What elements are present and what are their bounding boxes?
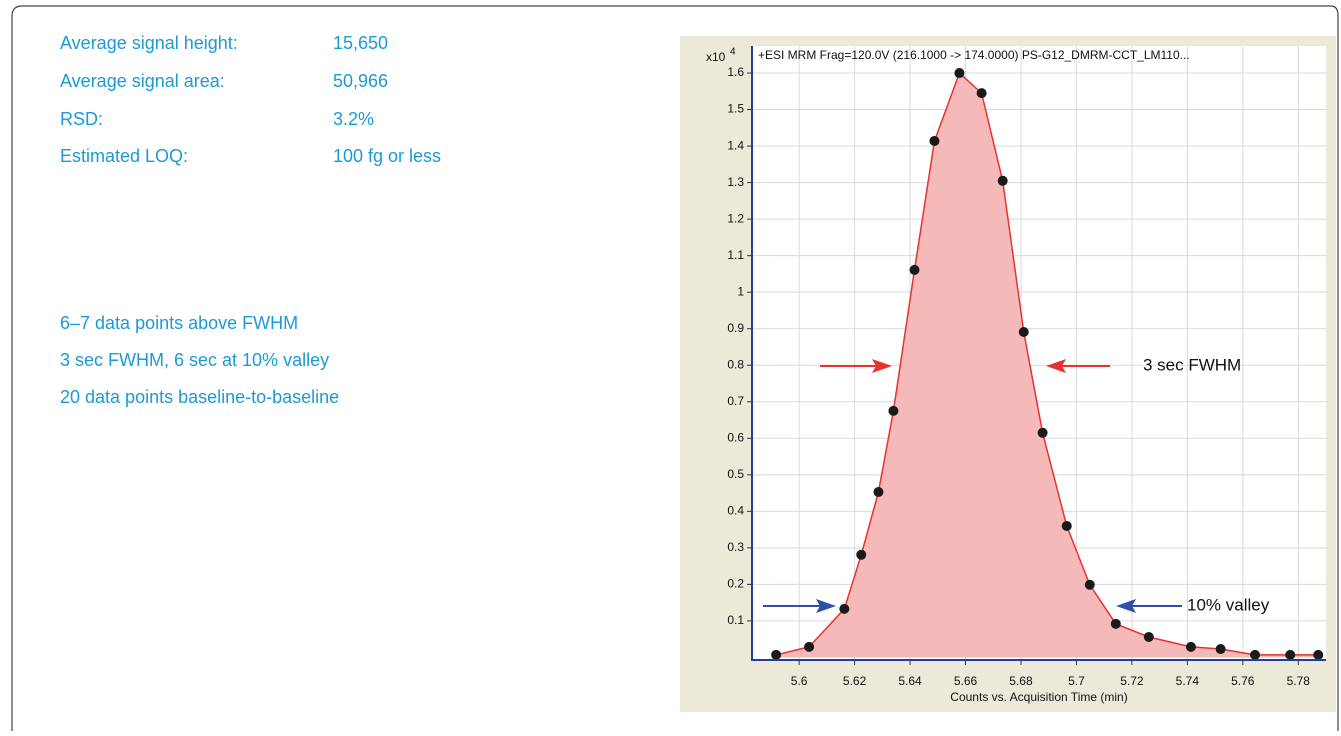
y-tick-label: 0.7 xyxy=(727,394,744,408)
note: 6–7 data points above FWHM xyxy=(60,313,298,333)
stat-label: Average signal area: xyxy=(60,71,225,91)
data-point xyxy=(873,486,884,497)
data-point xyxy=(997,175,1008,186)
data-point xyxy=(1313,649,1324,660)
stat-label: RSD: xyxy=(60,109,103,129)
stats: Average signal height: 15,650 Average si… xyxy=(60,33,441,407)
data-point xyxy=(1084,579,1095,590)
data-point xyxy=(976,88,987,99)
data-point xyxy=(839,603,850,614)
stat-value: 50,966 xyxy=(333,71,388,91)
y-tick-label: 0.2 xyxy=(727,577,744,591)
stat-value: 3.2% xyxy=(333,109,374,129)
data-point xyxy=(954,68,965,79)
annotation-arrows xyxy=(763,359,1182,613)
x-tick-label: 5.7 xyxy=(1068,674,1085,688)
x-tick-label: 5.78 xyxy=(1287,674,1311,688)
x-tick-label: 5.68 xyxy=(1009,674,1033,688)
data-point xyxy=(1018,326,1029,337)
y-tick-label: 1.5 xyxy=(727,102,744,116)
x-tick-label: 5.6 xyxy=(791,674,808,688)
x-tick-label: 5.66 xyxy=(954,674,978,688)
data-point xyxy=(771,649,782,660)
stat-label: Estimated LOQ: xyxy=(60,146,188,166)
area xyxy=(776,73,1319,658)
line xyxy=(775,71,1319,656)
x-tick-label: 5.64 xyxy=(898,674,922,688)
note: 20 data points baseline-to-baseline xyxy=(60,387,339,407)
y-tick-label: 0.9 xyxy=(727,321,744,335)
x-tick-label: 5.72 xyxy=(1120,674,1144,688)
x-tick-label: 5.74 xyxy=(1176,674,1200,688)
data-point xyxy=(1110,618,1121,629)
y-tick-label: 1.3 xyxy=(727,175,744,189)
y-tick-label: 0.8 xyxy=(727,357,744,371)
y-tick-label: 0.6 xyxy=(727,430,744,444)
y-tick-label: 1.4 xyxy=(727,138,744,152)
x-tick-label: 5.76 xyxy=(1231,674,1255,688)
data-point xyxy=(1215,644,1226,655)
y-tick-label: 0.4 xyxy=(727,504,744,518)
y-tick-label: 1.1 xyxy=(727,248,744,262)
y-tick-label: 0.1 xyxy=(727,613,744,627)
x-tick-label: 5.62 xyxy=(843,674,867,688)
y-tick-label: 1.2 xyxy=(727,211,744,225)
y-scale-exponent: 4 xyxy=(730,47,736,58)
data-point xyxy=(909,264,920,275)
data-point xyxy=(1037,427,1048,438)
data-point xyxy=(1143,631,1154,642)
plot xyxy=(752,46,1326,660)
stat-label: Average signal height: xyxy=(60,33,238,53)
y-scale-base: x10 xyxy=(706,50,726,64)
x-axis-label: Counts vs. Acquisition Time (min) xyxy=(950,690,1127,704)
y-tick-label: 0.3 xyxy=(727,540,744,554)
chart-title: +ESI MRM Frag=120.0V (216.1000 -> 174.00… xyxy=(758,48,1190,62)
y-tick-label: 0.5 xyxy=(727,467,744,481)
data-point xyxy=(1250,649,1261,660)
data-point xyxy=(804,641,815,652)
frame xyxy=(11,5,1339,731)
data-point xyxy=(1285,649,1296,660)
stat-value: 100 fg or less xyxy=(333,146,441,166)
data-point xyxy=(1061,520,1072,531)
y-tick-label: 1 xyxy=(737,284,744,298)
stat-value: 15,650 xyxy=(333,33,388,53)
data-point xyxy=(1185,641,1196,652)
data-point xyxy=(856,549,867,560)
y-tick-label: 1.6 xyxy=(727,65,744,79)
annotation: 10% valley xyxy=(1187,595,1270,614)
note: 3 sec FWHM, 6 sec at 10% valley xyxy=(60,350,329,370)
data-point xyxy=(929,135,940,146)
annotation: 3 sec FWHM xyxy=(1143,355,1241,374)
data-point xyxy=(888,405,899,416)
